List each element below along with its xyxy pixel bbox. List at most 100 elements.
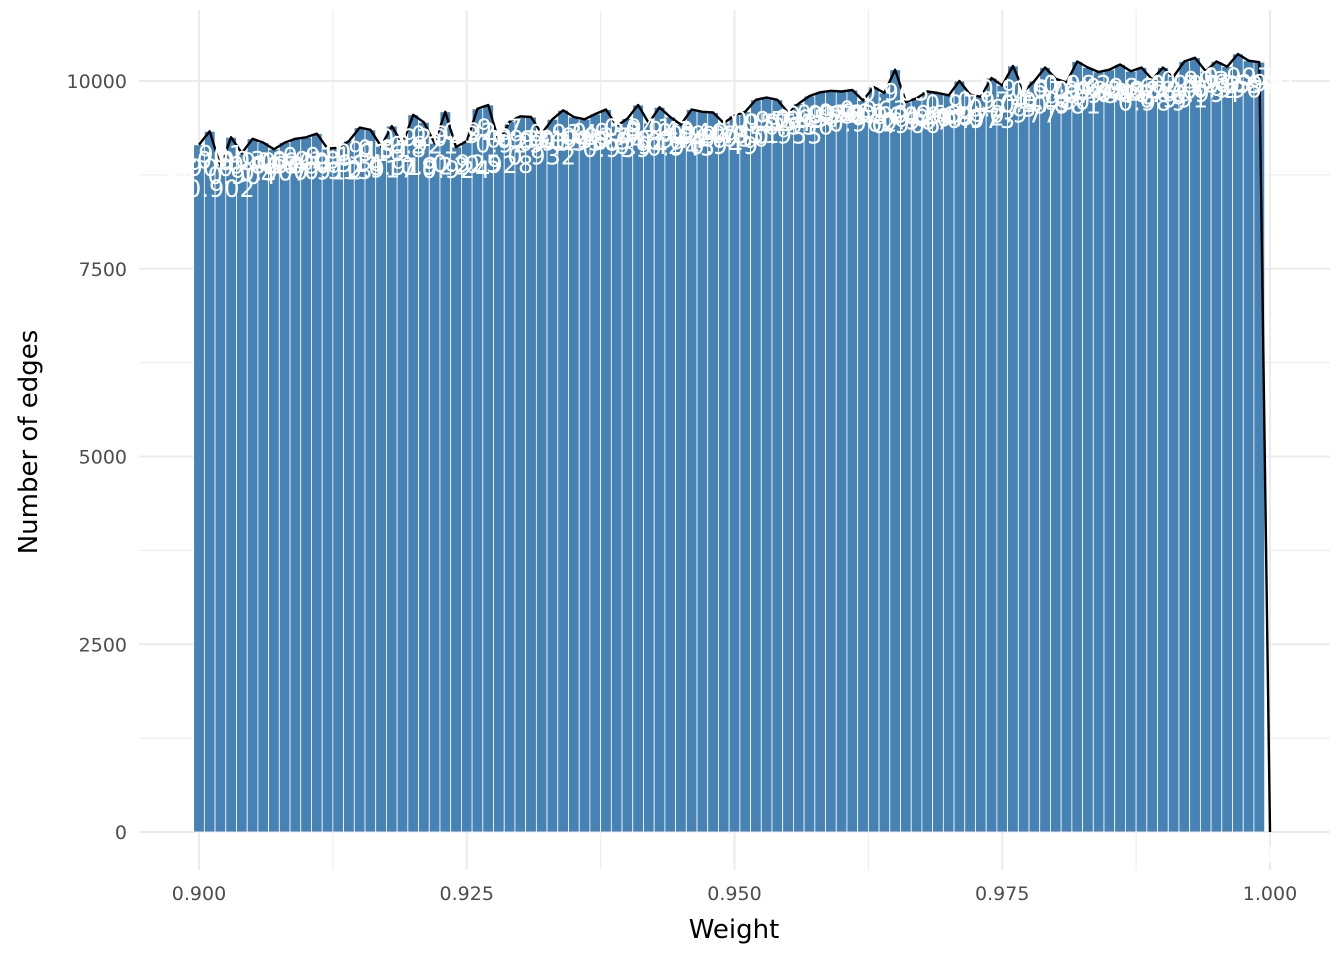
bar-value-label: 0.988: [1107, 76, 1176, 104]
bar-value-label: 0.957: [775, 105, 844, 133]
y-tick-label: 10000: [67, 71, 127, 93]
bar-value-label: 0.980: [1021, 88, 1090, 116]
histogram-bar: [921, 91, 934, 833]
bar-value-label: 0.939: [582, 135, 651, 163]
histogram-bar: [782, 112, 794, 833]
histogram-bar: [760, 97, 773, 833]
histogram-bar: [460, 140, 473, 833]
histogram-bar: [707, 112, 719, 833]
histogram-bar: [525, 116, 537, 833]
histogram-bar: [300, 136, 312, 833]
bar-value-label: 0.903: [197, 146, 266, 174]
histogram-bar: [418, 121, 430, 833]
histogram-bar: [846, 89, 859, 833]
histogram-bar: [600, 109, 612, 833]
bar-value-label: 0.921: [390, 131, 459, 159]
histogram-bar: [1253, 61, 1266, 833]
bar-value-label: 0.944: [636, 126, 705, 154]
histogram-bar: [932, 92, 944, 833]
bar-value-label: 1.000: [1236, 841, 1305, 869]
histogram-bar: [482, 104, 494, 833]
histogram-bar: [718, 122, 730, 833]
histogram-bar: [610, 125, 623, 833]
x-axis-ticks: 0.900 0.925 0.950 0.975 1.000: [172, 883, 1297, 905]
histogram-bar: [589, 113, 602, 833]
histogram-bar: [653, 106, 666, 833]
histogram-bar: [1210, 61, 1223, 833]
histogram-bar: [1060, 82, 1073, 833]
bar-value-label: 0.946: [657, 119, 726, 147]
bar-value-label: 0.958: [786, 101, 855, 129]
bar-value-label: 0.953: [732, 107, 801, 135]
histogram-bar: [471, 108, 484, 833]
bar-value-label: 0.922: [400, 152, 469, 180]
x-tick-label: 0.925: [440, 883, 494, 905]
bar-value-label: 0.996: [1193, 76, 1262, 104]
y-tick-label: 2500: [79, 634, 127, 656]
bar-value-label: 0.901: [175, 140, 244, 168]
bar-value-label: 0.959: [797, 100, 866, 128]
x-tick-label: 1.000: [1243, 883, 1297, 905]
bar-value-label: 0.907: [240, 158, 309, 186]
bar-value-label: 0.925: [432, 150, 501, 178]
histogram-bar: [750, 99, 762, 833]
histogram-bar: [568, 116, 580, 833]
histogram-bar: [664, 116, 676, 833]
histogram-bar: [867, 86, 880, 833]
bar-value-label: 0.948: [679, 122, 748, 150]
x-tick-label: 0.950: [707, 883, 761, 905]
bar-value-label: 0.960: [807, 101, 876, 129]
histogram-bar: [493, 141, 505, 833]
histogram-bar: [1135, 67, 1148, 833]
bar-value-label: 0.909: [261, 148, 330, 176]
histogram-bar: [1114, 64, 1126, 833]
bar-value-label: 0.967: [882, 107, 951, 135]
histogram-bar: [353, 127, 366, 833]
bar-value-label: 0.969: [904, 102, 973, 130]
histogram-bar: [1050, 78, 1062, 833]
y-tick-label: 5000: [79, 447, 127, 469]
frequency-line: [198, 52, 1272, 833]
histogram-bar: [214, 165, 227, 833]
bar-value-label: 0.947: [668, 121, 737, 149]
bar-value-label: 0.977: [989, 101, 1058, 129]
bar-value-label: 0.923: [411, 121, 480, 149]
histogram-bar: [825, 90, 837, 833]
histogram-bar: [332, 147, 344, 833]
bar-value-label: 0.949: [689, 132, 758, 160]
histogram-bar: [728, 115, 741, 833]
bar-value-label: 0.904: [207, 162, 276, 190]
bar-value-label: 0.999: [1225, 71, 1294, 99]
bar-value-label: 0.950: [700, 125, 769, 153]
bar-value-label: 0.927: [454, 114, 523, 142]
bar-value-label: 0.912: [293, 158, 362, 186]
histogram-bar: [375, 145, 387, 833]
bar-value-label: 0.914: [315, 150, 384, 178]
bar-value-label: 0.975: [968, 95, 1037, 123]
bar-value-label: 0.940: [593, 128, 662, 156]
bar-value-label: 0.954: [743, 109, 812, 137]
bar-value-label: 0.972: [936, 104, 1005, 132]
bar-value-label: 0.952: [722, 109, 791, 137]
bar-value-label: 0.976: [979, 75, 1048, 103]
histogram-bar: [814, 91, 826, 833]
bar-value-label: 0.971: [925, 90, 994, 118]
bar-value-label: 0.905: [218, 148, 287, 176]
bar-value-label: 0.981: [1032, 92, 1101, 120]
histogram-bar: [621, 118, 634, 833]
histogram-bar: [236, 152, 248, 833]
histogram-bar: [278, 142, 291, 833]
histogram-bar: [514, 115, 527, 833]
x-axis-title: Weight: [689, 915, 780, 945]
histogram-bar: [364, 129, 377, 833]
histogram-bar: [1157, 67, 1169, 833]
histogram-bar: [942, 94, 955, 833]
y-axis-title: Number of edges: [14, 330, 44, 555]
bar-value-label: 0.998: [1214, 70, 1283, 98]
histogram-bar: [953, 80, 966, 833]
histogram-bar: [386, 125, 398, 833]
bar-value-label: 0.937: [561, 123, 630, 151]
histogram-bar: [1007, 65, 1019, 833]
bar-value-label: 0.987: [1096, 80, 1165, 108]
x-tick-label: 0.900: [172, 883, 226, 905]
